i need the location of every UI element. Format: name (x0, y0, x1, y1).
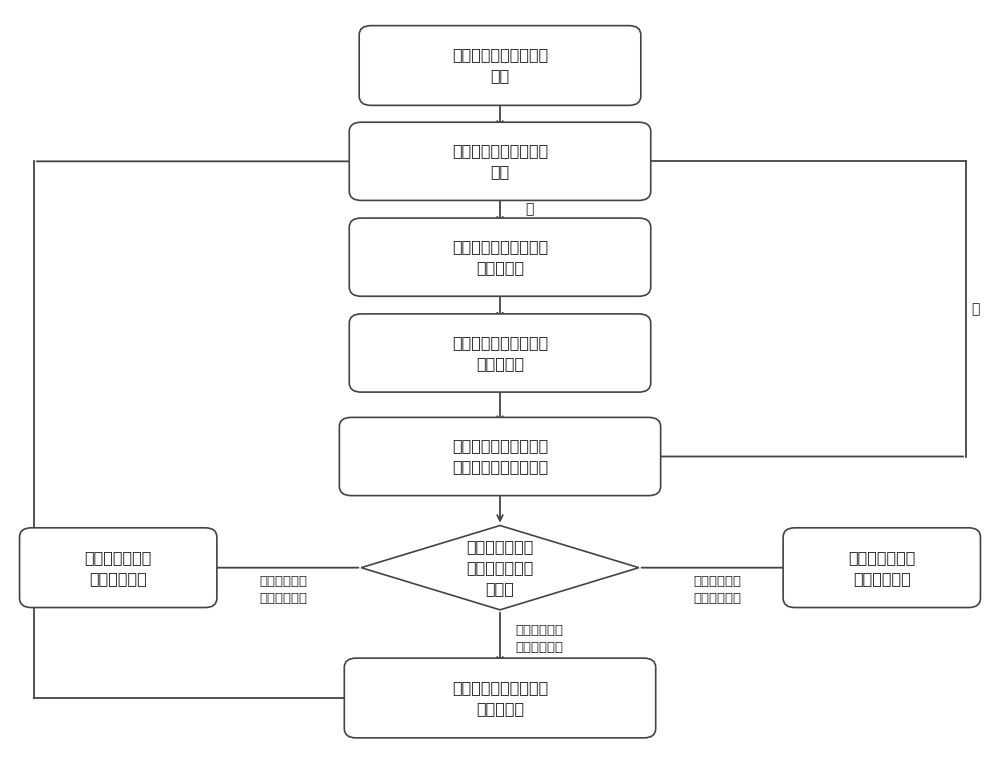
Text: 第五步：按设定时间检
测油温，计算绕组温度: 第五步：按设定时间检 测油温，计算绕组温度 (452, 439, 548, 474)
Text: 绕组温度高于
合理温度范围: 绕组温度高于 合理温度范围 (259, 575, 307, 605)
FancyBboxPatch shape (349, 218, 651, 296)
Polygon shape (361, 525, 639, 610)
Text: 第四步：负载增加，设
定检测时间: 第四步：负载增加，设 定检测时间 (452, 335, 548, 371)
FancyBboxPatch shape (349, 122, 651, 201)
Text: 增加冷却强度，
设定检测时间: 增加冷却强度， 设定检测时间 (85, 549, 152, 586)
Text: 绕组温度处于
合理温度范围: 绕组温度处于 合理温度范围 (515, 624, 563, 653)
FancyBboxPatch shape (344, 658, 656, 738)
Text: 第六步：绕组温
度与合理温度范
围对比: 第六步：绕组温 度与合理温度范 围对比 (466, 539, 534, 596)
FancyBboxPatch shape (783, 528, 980, 608)
Text: 降低冷却强度，
设定检测时间: 降低冷却强度， 设定检测时间 (848, 549, 915, 586)
FancyBboxPatch shape (359, 26, 641, 105)
FancyBboxPatch shape (349, 314, 651, 392)
Text: 第二步：检测负载是否
增加: 第二步：检测负载是否 增加 (452, 143, 548, 179)
Text: 是: 是 (525, 202, 533, 216)
Text: 否: 否 (971, 302, 979, 316)
Text: 第一步：确定合理温度
范围: 第一步：确定合理温度 范围 (452, 47, 548, 84)
Text: 第三步：负载增加前增
加冷却强度: 第三步：负载增加前增 加冷却强度 (452, 239, 548, 275)
FancyBboxPatch shape (339, 418, 661, 495)
FancyBboxPatch shape (20, 528, 217, 608)
Text: 绕组温度低于
合理温度范围: 绕组温度低于 合理温度范围 (693, 575, 741, 605)
Text: 保持冷却强度不变，设
定检测时间: 保持冷却强度不变，设 定检测时间 (452, 680, 548, 716)
